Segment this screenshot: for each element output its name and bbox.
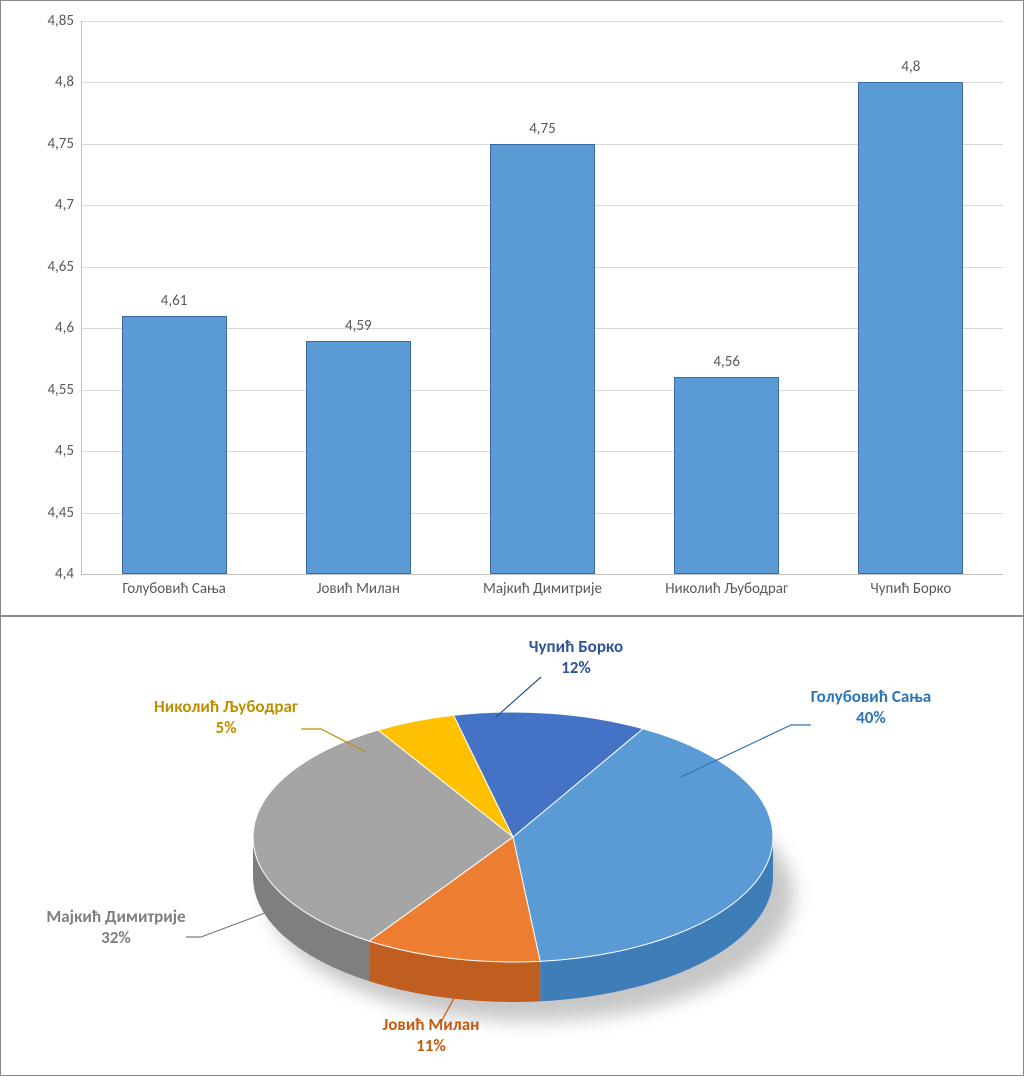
pie-slice-label: Чупић Борко12%	[529, 636, 623, 679]
bar-value-label: 4,59	[345, 317, 372, 335]
bar-value-label: 4,56	[713, 353, 740, 371]
pie-leader-line	[496, 677, 541, 717]
bar-chart-panel: 4,44,454,54,554,64,654,74,754,84,854,61Г…	[0, 0, 1024, 616]
pie-slice-name: Николић Љубодраг	[154, 696, 298, 717]
y-tick-label: 4,5	[55, 442, 74, 460]
y-tick-label: 4,65	[47, 258, 74, 276]
y-tick-label: 4,45	[47, 504, 74, 522]
x-tick-label: Јовић Милан	[317, 580, 400, 598]
pie-slice-label: Јовић Милан11%	[383, 1014, 480, 1057]
pie-slice-percent: 32%	[46, 927, 185, 948]
x-tick-label: Николић Љубодраг	[665, 580, 788, 598]
bar	[674, 377, 779, 574]
bar	[858, 82, 963, 574]
y-tick-label: 4,7	[55, 196, 74, 214]
pie-slice-name: Чупић Борко	[529, 636, 623, 657]
bar-value-label: 4,8	[901, 58, 920, 76]
pie-slice-percent: 5%	[154, 717, 298, 738]
bar-group: 4,59Јовић Милан	[306, 341, 411, 574]
gridline	[82, 21, 1003, 22]
y-tick-label: 4,55	[47, 381, 74, 399]
pie-slice-percent: 12%	[529, 657, 623, 678]
bar	[306, 341, 411, 574]
pie-chart-panel: Голубовић Сања40% Јовић Милан11% Мајкић Ди…	[0, 616, 1024, 1076]
pie-slice-name: Мајкић Димитрије	[46, 906, 185, 927]
bar	[122, 316, 227, 574]
pie-stage: Голубовић Сања40% Јовић Милан11% Мајкић Ди…	[1, 617, 1023, 1075]
y-tick-label: 4,75	[47, 135, 74, 153]
bar-plot-area: 4,44,454,54,554,64,654,74,754,84,854,61Г…	[81, 21, 1003, 575]
pie-slice-label: Мајкић Димитрије32%	[46, 906, 185, 949]
bar-group: 4,8Чупић Борко	[858, 82, 963, 574]
y-tick-label: 4,4	[55, 565, 74, 583]
bar-group: 4,56Николић Љубодраг	[674, 377, 779, 574]
y-tick-label: 4,8	[55, 73, 74, 91]
bar-value-label: 4,75	[529, 120, 556, 138]
pie-slice-name: Јовић Милан	[383, 1014, 480, 1035]
bar-group: 4,61Голубовић Сања	[122, 316, 227, 574]
x-tick-label: Мајкић Димитрије	[483, 580, 602, 598]
pie-slice-label: Николић Љубодраг5%	[154, 696, 298, 739]
bar-value-label: 4,61	[161, 292, 188, 310]
x-tick-label: Чупић Борко	[870, 580, 951, 598]
pie-slice-percent: 11%	[383, 1035, 480, 1056]
bar	[490, 144, 595, 574]
pie-slice-label: Голубовић Сања40%	[811, 686, 931, 729]
y-tick-label: 4,6	[55, 319, 74, 337]
y-tick-label: 4,85	[47, 12, 74, 30]
x-tick-label: Голубовић Сања	[122, 580, 225, 598]
pie-slice-percent: 40%	[811, 707, 931, 728]
bar-group: 4,75Мајкић Димитрије	[490, 144, 595, 574]
pie-slice-name: Голубовић Сања	[811, 686, 931, 707]
